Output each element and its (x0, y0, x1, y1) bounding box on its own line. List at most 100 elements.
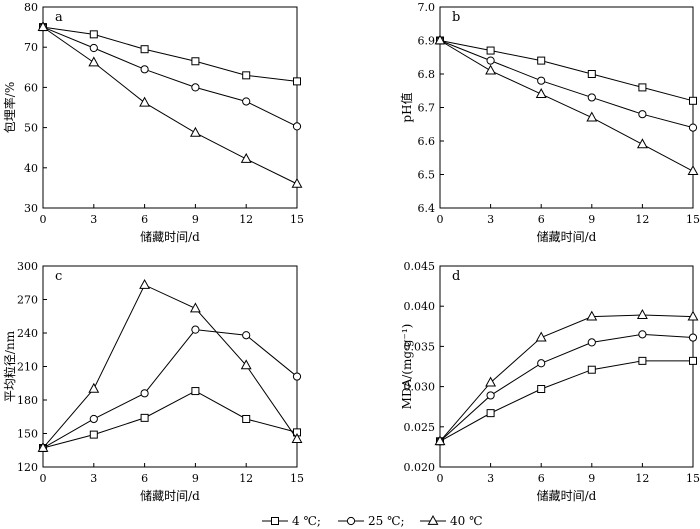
y-tick-label: 120 (17, 461, 38, 474)
legend-marker (346, 516, 356, 526)
legend-marker (271, 517, 279, 525)
y-tick-label: 300 (17, 260, 38, 273)
x-tick-label: 12 (239, 472, 253, 485)
data-point (88, 382, 100, 393)
y-tick-label: 6.7 (418, 102, 436, 115)
y-axis-label: pH值 (399, 92, 414, 122)
x-tick-label: 15 (686, 213, 700, 226)
legend-label: 40 ℃ (450, 514, 483, 528)
panel-label: c (55, 269, 62, 284)
x-tick-label: 0 (437, 472, 444, 485)
y-tick-label: 150 (17, 428, 38, 441)
x-tick-label: 6 (538, 472, 545, 485)
series-line (439, 333, 694, 442)
y-tick-label: 0.030 (404, 381, 436, 394)
series-line (439, 40, 694, 172)
data-point (587, 365, 596, 374)
y-tick-label: 6.9 (418, 35, 436, 48)
data-point (88, 56, 100, 67)
data-point (89, 430, 98, 439)
data-point (292, 372, 302, 381)
plot-frame (42, 6, 298, 209)
data-point (89, 43, 98, 53)
x-tick-label: 6 (141, 472, 148, 485)
series-square (436, 36, 697, 105)
data-point (191, 83, 200, 92)
y-tick-label: 240 (17, 327, 38, 340)
series-square (39, 387, 301, 453)
data-point (586, 310, 598, 321)
series-square (39, 23, 301, 86)
x-tick-label: 3 (487, 213, 494, 226)
data-point (688, 123, 698, 132)
series-triangle (434, 309, 699, 446)
data-point (191, 325, 200, 334)
y-tick-label: 80 (24, 1, 38, 14)
series-circle (38, 325, 302, 453)
series-line (42, 26, 298, 185)
data-point (687, 165, 699, 176)
y-tick-label: 0.025 (404, 421, 436, 434)
data-point (688, 333, 698, 342)
data-point (486, 409, 495, 418)
y-tick-label: 7.0 (418, 1, 436, 14)
y-axis-label: MDA/(mg·g⁻¹) (400, 324, 414, 410)
series-line (42, 26, 298, 127)
y-tick-label: 40 (24, 162, 38, 175)
data-point (636, 138, 648, 149)
y-tick-label: 0.035 (404, 340, 436, 353)
y-axis-label: 平均粒径/nm (2, 330, 17, 402)
data-point (291, 177, 303, 188)
series-line (42, 390, 298, 449)
panel-a: 0 3 6 9 12 15 30 40 50 60 70 80 a 储藏时间/d 包埋率/% (2, 1, 304, 244)
data-point (486, 46, 495, 55)
series-triangle (37, 21, 303, 188)
y-tick-label: 50 (24, 122, 38, 135)
y-tick-label: 210 (17, 361, 38, 374)
data-point (191, 57, 200, 66)
y-axis-label: 包埋率/% (2, 82, 17, 133)
series-square (436, 356, 697, 446)
x-tick-label: 9 (588, 213, 595, 226)
data-point (240, 359, 252, 370)
y-tick-label: 70 (24, 41, 38, 54)
plot-frame (439, 265, 694, 468)
y-tick-label: 0.020 (404, 461, 436, 474)
data-point (535, 88, 547, 98)
data-point (638, 330, 647, 339)
data-point (242, 71, 251, 80)
data-point (638, 110, 647, 119)
panel-label: b (452, 10, 460, 25)
data-point (434, 435, 446, 446)
y-tick-label: 6.6 (418, 135, 436, 148)
x-tick-label: 15 (686, 472, 700, 485)
legend-entry-triangle: 40 ℃ (420, 514, 483, 528)
series-line (439, 360, 693, 442)
data-point (434, 34, 446, 45)
data-point (89, 414, 98, 424)
x-tick-label: 0 (40, 213, 47, 226)
data-point (587, 93, 596, 102)
data-point (242, 331, 251, 340)
series-circle (435, 36, 698, 132)
data-point (537, 359, 546, 368)
y-tick-label: 6.8 (418, 68, 436, 81)
legend-label: 4 ℃; (292, 514, 321, 528)
panel-label: a (55, 10, 63, 25)
x-tick-label: 12 (635, 213, 649, 226)
series-line (439, 40, 694, 129)
data-point (293, 77, 301, 86)
data-point (292, 122, 302, 131)
y-tick-label: 6.5 (418, 169, 436, 182)
data-point (689, 356, 697, 365)
y-tick-label: 0.045 (404, 260, 436, 273)
data-point (537, 385, 546, 394)
data-point (140, 65, 149, 74)
data-point (485, 64, 497, 75)
data-point (139, 278, 151, 289)
data-point (485, 376, 497, 387)
data-point (586, 111, 598, 122)
series-line (42, 26, 298, 82)
